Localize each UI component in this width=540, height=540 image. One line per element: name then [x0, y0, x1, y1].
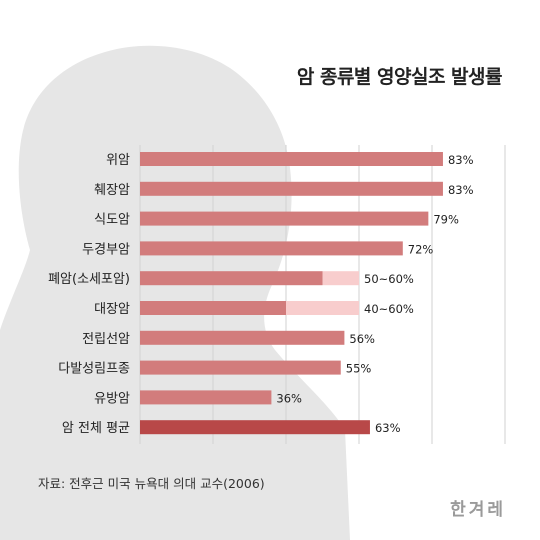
chart-title: 암 종류별 영양실조 발생률 — [296, 66, 503, 88]
category-label: 유방암 — [94, 391, 130, 406]
category-label: 폐암(소세포암) — [48, 272, 130, 287]
data-label: 79% — [433, 213, 459, 227]
publisher-logo: 한겨레 — [450, 500, 506, 520]
source-note: 자료: 전후근 미국 뉴욕대 의대 교수(2006) — [38, 476, 265, 491]
bar — [140, 360, 341, 375]
category-label: 다발성림프종 — [58, 362, 130, 377]
data-label: 50~60% — [364, 272, 414, 286]
bar — [140, 271, 323, 286]
category-label: 위암 — [106, 153, 130, 168]
data-label: 55% — [346, 362, 372, 376]
data-label: 36% — [276, 391, 302, 405]
data-label: 72% — [408, 242, 434, 256]
data-label: 63% — [375, 421, 401, 435]
bar — [140, 390, 272, 405]
bar-range-extension — [322, 271, 359, 286]
category-label: 식도암 — [94, 213, 130, 228]
labels: 위암 83% 췌장암 83% 식도암 79% 두경부암 72% 폐암(소세포암) 50~60% 대장… — [48, 153, 473, 436]
bar-range-extension — [286, 301, 359, 315]
bar — [140, 420, 370, 435]
data-label: 56% — [349, 332, 375, 346]
category-label: 두경부암 — [82, 242, 130, 257]
bar — [140, 211, 429, 226]
category-label: 암 전체 평균 — [62, 421, 130, 436]
category-label: 대장암 — [94, 302, 130, 317]
bar — [140, 241, 403, 256]
data-label: 83% — [448, 183, 474, 197]
data-label: 40~60% — [364, 302, 414, 316]
bar — [140, 152, 443, 166]
category-label: 췌장암 — [94, 183, 130, 198]
category-label: 전립선암 — [82, 332, 130, 347]
data-label: 83% — [448, 153, 474, 167]
bar — [140, 181, 443, 196]
bars — [140, 152, 443, 435]
bar — [140, 301, 286, 315]
bar — [140, 330, 345, 345]
